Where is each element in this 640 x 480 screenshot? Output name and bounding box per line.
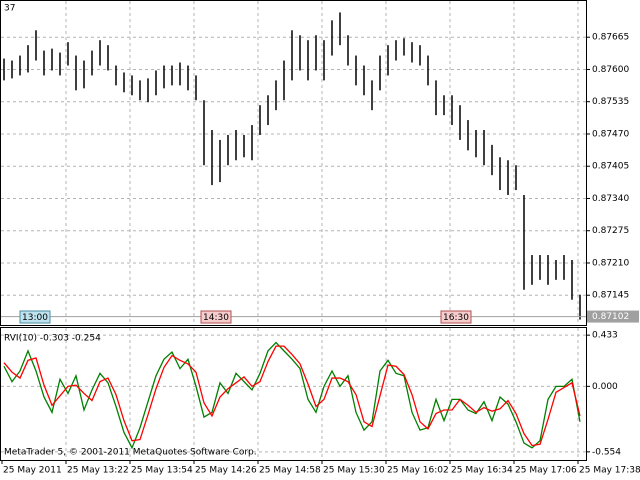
main-panel xyxy=(0,0,587,326)
x-tick-label: 25 May 16:02 xyxy=(387,466,449,476)
rvi-line xyxy=(3,345,581,447)
marker-box xyxy=(19,310,51,324)
time-marker: 16:30 xyxy=(440,310,472,324)
last-price-label: 0.87102 xyxy=(592,312,629,322)
y-tick-label: 0.87470 xyxy=(592,129,629,139)
x-tick-label: 25 May 13:22 xyxy=(67,466,129,476)
y-tick-label: -0.554 xyxy=(592,447,621,457)
x-tick-label: 25 May 16:34 xyxy=(451,466,513,476)
y-tick-label: 0.87535 xyxy=(592,97,629,107)
rvi-line xyxy=(3,341,581,450)
y-tick-label: 0.87340 xyxy=(592,194,629,204)
marker-label: 16:30 xyxy=(443,313,469,323)
indicator-panel xyxy=(0,327,587,461)
x-tick-label: 25 May 13:54 xyxy=(131,466,193,476)
last-price-box xyxy=(587,310,639,323)
y-tick-label: 0.433 xyxy=(592,331,618,341)
footer: MetaTrader 5, © 2001-2011 MetaQuotes Sof… xyxy=(4,448,257,458)
indicator-title: RVI(10) -0.303 -0.254 xyxy=(4,334,101,344)
y-tick-label: 0.87600 xyxy=(592,65,629,75)
y-tick-label: 0.87665 xyxy=(592,33,629,43)
time-marker: 14:30 xyxy=(200,310,232,324)
x-tick-label: 25 May 14:58 xyxy=(259,466,321,476)
x-tick-label: 25 May 17:06 xyxy=(515,466,577,476)
y-tick-label: 0.87210 xyxy=(592,258,629,268)
x-tick-label: 25 May 2011 xyxy=(3,466,62,476)
y-tick-label: 0.000 xyxy=(592,382,618,392)
y-tick-label: 0.87405 xyxy=(592,162,629,172)
x-tick-label: 25 May 14:26 xyxy=(195,466,257,476)
marker-box xyxy=(200,310,232,324)
grid xyxy=(1,1,586,460)
marker-box xyxy=(440,310,472,324)
time-marker: 13:00 xyxy=(19,310,51,324)
x-tick-label: 25 May 17:38 xyxy=(579,466,640,476)
y-tick-label: 0.87275 xyxy=(592,226,629,236)
y-tick-label: 0.87145 xyxy=(592,291,629,301)
marker-label: 13:00 xyxy=(22,313,48,323)
marks xyxy=(1,12,586,450)
corner-label: 37 xyxy=(4,4,15,14)
marker-label: 14:30 xyxy=(203,313,229,323)
x-tick-label: 25 May 15:30 xyxy=(323,466,385,476)
